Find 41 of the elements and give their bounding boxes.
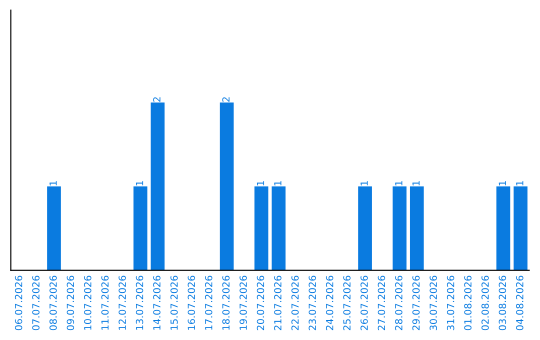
x-tick-label: 17.07.2026 — [204, 276, 212, 330]
data-label: 1 — [395, 181, 402, 186]
x-tick-label: 03.08.2026 — [498, 276, 506, 330]
x-tick-label: 04.08.2026 — [516, 276, 524, 330]
x-tick-label: 27.07.2026 — [378, 276, 386, 330]
x-tick-label: 22.07.2026 — [291, 276, 299, 330]
x-tick-label: 31.07.2026 — [446, 276, 454, 330]
x-tick-label: 06.07.2026 — [14, 276, 22, 330]
x-tick-label: 23.07.2026 — [308, 276, 316, 330]
x-tick-label: 21.07.2026 — [274, 276, 282, 330]
x-tick-label: 07.07.2026 — [32, 276, 40, 330]
x-tick-label: 24.07.2026 — [326, 276, 334, 330]
data-label: 1 — [136, 181, 144, 186]
x-tick-label: 28.07.2026 — [395, 276, 402, 330]
data-label: 2 — [153, 97, 160, 102]
x-tick-label: 18.07.2026 — [222, 276, 230, 330]
data-label: 2 — [222, 97, 230, 102]
x-tick-label: 13.07.2026 — [136, 276, 144, 330]
data-label: 1 — [256, 181, 264, 186]
x-tick-label: 29.07.2026 — [412, 276, 420, 330]
x-tick-label: 12.07.2026 — [118, 276, 126, 330]
data-label: 1 — [412, 181, 420, 186]
data-label: 1 — [50, 181, 57, 186]
data-label: 1 — [274, 181, 282, 186]
x-tick-label: 10.07.2026 — [84, 276, 92, 330]
x-tick-label: 02.08.2026 — [481, 276, 489, 330]
data-label: 1 — [516, 181, 524, 186]
x-tick-label: 30.07.2026 — [430, 276, 437, 330]
x-tick-label: 08.07.2026 — [49, 276, 57, 330]
x-tick-label: 01.08.2026 — [464, 276, 472, 330]
x-tick-label: 26.07.2026 — [360, 276, 368, 330]
x-tick-label: 20.07.2026 — [256, 276, 264, 330]
x-tick-label: 09.07.2026 — [66, 276, 74, 330]
x-tick-label: 16.07.2026 — [188, 276, 196, 330]
x-tick-label: 14.07.2026 — [153, 276, 160, 330]
data-label: 1 — [498, 181, 506, 186]
x-tick-label: 19.07.2026 — [240, 276, 247, 330]
x-tick-label: 25.07.2026 — [343, 276, 351, 330]
data-label: 1 — [360, 181, 368, 186]
x-tick-label: 11.07.2026 — [101, 276, 109, 330]
x-tick-label: 15.07.2026 — [170, 276, 178, 330]
